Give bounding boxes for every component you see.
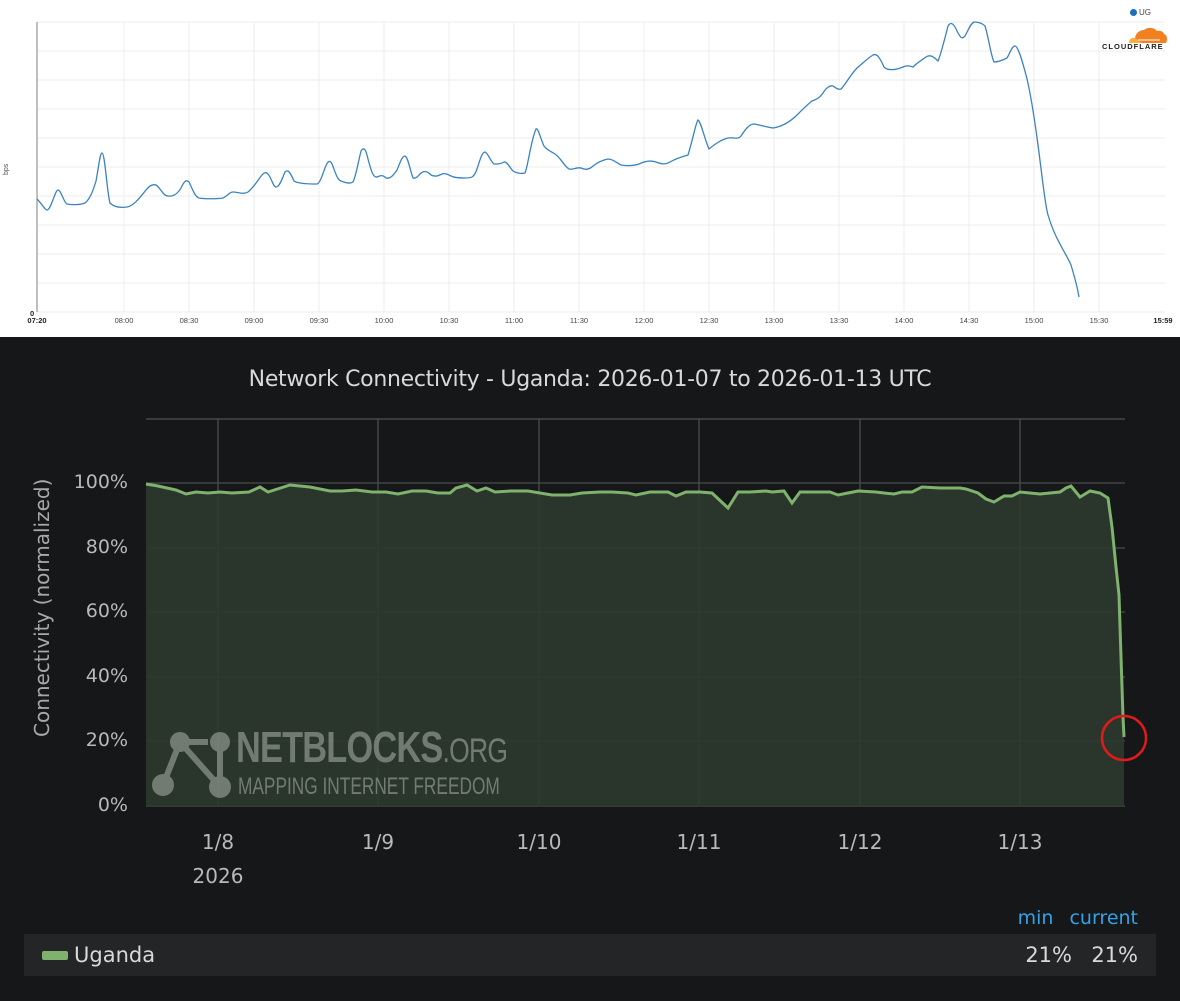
x-tick: 13:30 [829, 316, 849, 325]
x-tick: 1/13 [997, 830, 1043, 854]
legend-header-min[interactable]: min [1017, 907, 1054, 929]
x-year-label: 2026 [192, 864, 244, 888]
legend-min-value: 21% [1025, 943, 1072, 967]
x-tick: 11:00 [504, 316, 524, 325]
y-tick: 40% [85, 665, 128, 687]
uganda-area-fill [146, 484, 1124, 806]
y-tick: 60% [85, 600, 128, 622]
x-tick: 12:00 [634, 316, 654, 325]
x-tick: 12:30 [699, 316, 719, 325]
x-tick: 15:00 [1024, 316, 1044, 325]
y-tick: 100% [73, 471, 128, 493]
legend-headers: min current [1018, 907, 1138, 929]
chart-title: Network Connectivity - Uganda: 2026-01-0… [248, 367, 932, 392]
watermark-tagline: MAPPING INTERNET FREEDOM [238, 773, 500, 800]
y-tick: 20% [85, 729, 128, 751]
x-tick: 08:30 [179, 316, 199, 325]
x-tick: 14:00 [894, 316, 914, 325]
cloudflare-wordmark: CLOUDFLARE [1102, 42, 1164, 51]
x-tick: 10:30 [439, 316, 459, 325]
cloudflare-traffic-chart: bps 0 UG CLOUDFLARE 07:20 08:00 08:30 09… [0, 0, 1180, 337]
x-tick: 11:30 [569, 316, 589, 325]
x-tick: 08:00 [114, 316, 134, 325]
x-tick: 1/11 [676, 830, 722, 854]
watermark-title: NETBLOCKS.ORG [236, 723, 508, 772]
y-tick: 80% [85, 536, 128, 558]
x-tick: 15:30 [1089, 316, 1109, 325]
legend-current-value: 21% [1091, 943, 1138, 967]
legend-series-name: Uganda [74, 943, 156, 967]
legend-ug[interactable]: UG [1130, 8, 1151, 17]
uganda-line [145, 482, 1126, 738]
grid-lines [37, 21, 1165, 313]
ug-traffic-line [36, 21, 1080, 298]
netblocks-connectivity-chart: Network Connectivity - Uganda: 2026-01-0… [0, 337, 1180, 1001]
netblocks-network-icon [152, 732, 231, 798]
x-tick: 07:20 [27, 316, 47, 325]
series-color-swatch-icon [42, 950, 68, 960]
legend-dot-icon [1130, 9, 1137, 16]
x-tick: 1/8 [201, 830, 235, 854]
netblocks-watermark: NETBLOCKS.ORG MAPPING INTERNET FREEDOM [150, 723, 508, 807]
y-tick: 0% [97, 794, 128, 816]
traffic-chart-plot [36, 21, 1165, 313]
legend-header-current[interactable]: current [1069, 907, 1138, 929]
y-zero-label: 0 [30, 309, 35, 318]
x-tick: 09:30 [309, 316, 329, 325]
x-tick: 09:00 [244, 316, 264, 325]
highlight-circle-icon [1100, 714, 1148, 762]
x-tick: 15:59 [1153, 316, 1173, 325]
legend-label: UG [1139, 8, 1151, 17]
legend-row-uganda[interactable]: Uganda 21% 21% [24, 934, 1156, 976]
x-tick: 14:30 [959, 316, 979, 325]
x-tick: 13:00 [764, 316, 784, 325]
connectivity-chart-plot [145, 418, 1148, 807]
cloudflare-cloud-icon [1129, 27, 1168, 43]
y-axis-label: bps [3, 163, 10, 175]
x-tick: 10:00 [374, 316, 394, 325]
x-tick: 1/9 [361, 830, 395, 854]
y-axis-title: Connectivity (normalized) [30, 478, 54, 737]
x-tick: 1/10 [516, 830, 562, 854]
x-tick: 1/12 [837, 830, 883, 854]
cloudflare-logo: CLOUDFLARE [1102, 26, 1168, 52]
